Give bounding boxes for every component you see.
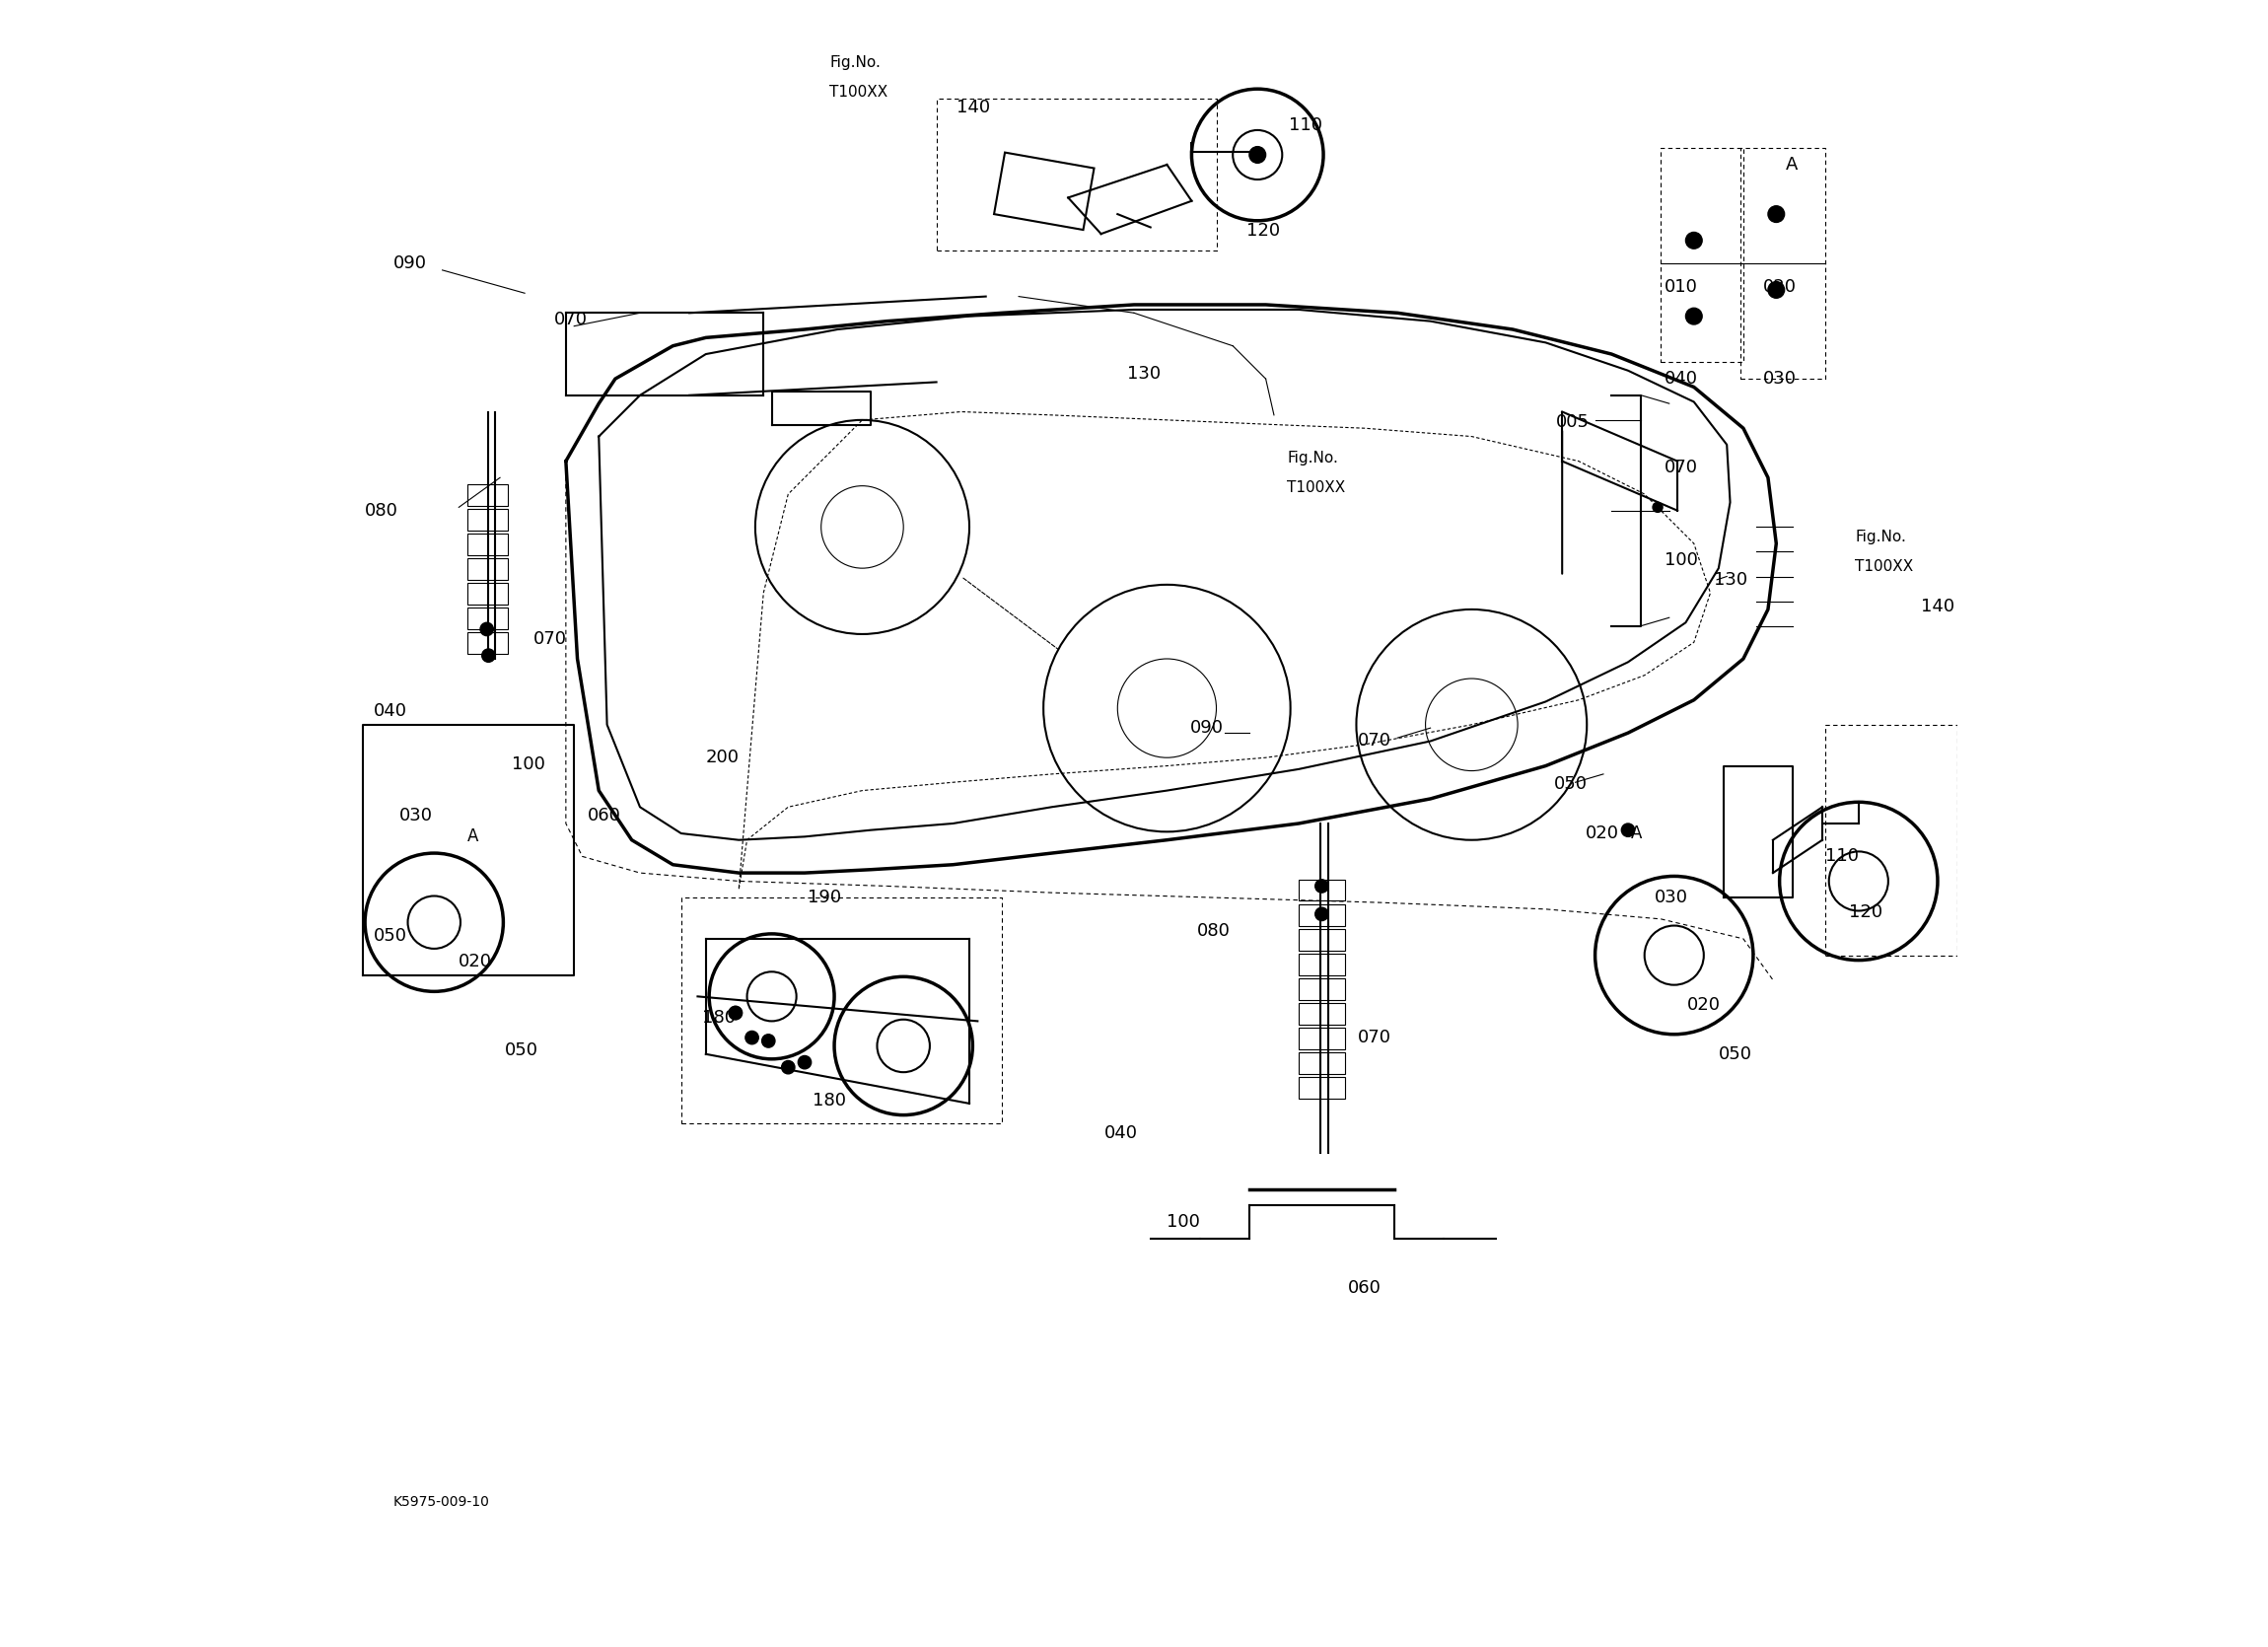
- Text: 020: 020: [1687, 996, 1721, 1013]
- Circle shape: [728, 1006, 742, 1019]
- Text: A: A: [1787, 156, 1799, 173]
- Text: 120: 120: [1245, 222, 1279, 239]
- Text: 070: 070: [533, 631, 567, 647]
- Circle shape: [1622, 824, 1635, 837]
- Text: 030: 030: [399, 807, 433, 824]
- Text: 110: 110: [1288, 117, 1322, 133]
- Text: 070: 070: [1359, 733, 1393, 749]
- Text: 180: 180: [812, 1092, 846, 1108]
- Text: 050: 050: [1719, 1046, 1753, 1062]
- Text: 200: 200: [705, 749, 739, 766]
- Text: 100: 100: [1168, 1214, 1200, 1230]
- Text: 140: 140: [1921, 598, 1955, 614]
- Circle shape: [1685, 232, 1701, 249]
- Circle shape: [1769, 282, 1785, 298]
- Text: 100: 100: [1665, 552, 1699, 568]
- Text: 130: 130: [1715, 572, 1746, 588]
- Text: 190: 190: [807, 889, 841, 906]
- Text: 080: 080: [1198, 922, 1229, 939]
- Text: 080: 080: [365, 502, 399, 519]
- Bar: [1300, 1052, 1345, 1074]
- Text: 090: 090: [1191, 720, 1222, 736]
- Text: 070: 070: [553, 311, 587, 328]
- Text: 180: 180: [703, 1010, 737, 1026]
- Text: 070: 070: [1665, 460, 1699, 476]
- Bar: [467, 484, 508, 506]
- Circle shape: [746, 1031, 758, 1044]
- Text: 020: 020: [1762, 278, 1796, 295]
- Text: A: A: [467, 828, 479, 845]
- Bar: [1300, 978, 1345, 1000]
- Text: 070: 070: [1359, 1029, 1393, 1046]
- Bar: [1300, 879, 1345, 901]
- Text: 120: 120: [1848, 904, 1882, 921]
- Text: Fig.No.: Fig.No.: [1855, 530, 1907, 544]
- Circle shape: [798, 1056, 812, 1069]
- Text: K5975-009-10: K5975-009-10: [392, 1495, 490, 1509]
- Text: 050: 050: [1554, 776, 1588, 792]
- Text: 030: 030: [1762, 371, 1796, 387]
- Text: 060: 060: [587, 807, 621, 824]
- Text: 040: 040: [374, 703, 406, 720]
- Text: T100XX: T100XX: [1855, 560, 1914, 573]
- Text: 090: 090: [392, 255, 426, 272]
- Text: 020: 020: [458, 954, 492, 970]
- Bar: [1300, 1077, 1345, 1099]
- Text: 050: 050: [374, 927, 406, 944]
- Text: 005: 005: [1556, 413, 1590, 430]
- Circle shape: [728, 1006, 742, 1019]
- Circle shape: [762, 1034, 776, 1047]
- Text: 050: 050: [506, 1043, 538, 1059]
- Bar: [1300, 1003, 1345, 1024]
- Bar: [467, 632, 508, 654]
- Text: 010: 010: [1665, 278, 1699, 295]
- Text: T100XX: T100XX: [830, 86, 887, 99]
- Bar: [467, 534, 508, 555]
- Bar: [467, 558, 508, 580]
- Text: Fig.No.: Fig.No.: [1288, 451, 1338, 464]
- Circle shape: [1250, 147, 1266, 163]
- Circle shape: [1685, 308, 1701, 324]
- Text: A: A: [1631, 825, 1642, 842]
- Circle shape: [1653, 502, 1662, 512]
- Bar: [993, 153, 1093, 231]
- Bar: [467, 583, 508, 604]
- Circle shape: [1315, 879, 1329, 893]
- Text: 040: 040: [1665, 371, 1699, 387]
- Bar: [1300, 904, 1345, 926]
- Circle shape: [1315, 907, 1329, 921]
- Bar: [1300, 954, 1345, 975]
- Text: 020: 020: [1585, 825, 1619, 842]
- Text: 130: 130: [1127, 366, 1161, 382]
- Text: 030: 030: [1653, 889, 1687, 906]
- Circle shape: [782, 1061, 794, 1074]
- Circle shape: [481, 623, 494, 636]
- Text: 100: 100: [513, 756, 544, 772]
- Text: 060: 060: [1347, 1280, 1381, 1296]
- Text: Fig.No.: Fig.No.: [830, 56, 880, 69]
- Circle shape: [481, 649, 494, 662]
- Bar: [467, 509, 508, 530]
- Text: T100XX: T100XX: [1288, 481, 1345, 494]
- Circle shape: [1769, 206, 1785, 222]
- Text: 110: 110: [1826, 848, 1860, 865]
- Text: 040: 040: [1105, 1125, 1139, 1141]
- Bar: [467, 608, 508, 629]
- Text: 140: 140: [957, 99, 989, 115]
- Bar: [1300, 929, 1345, 950]
- Bar: [1300, 1028, 1345, 1049]
